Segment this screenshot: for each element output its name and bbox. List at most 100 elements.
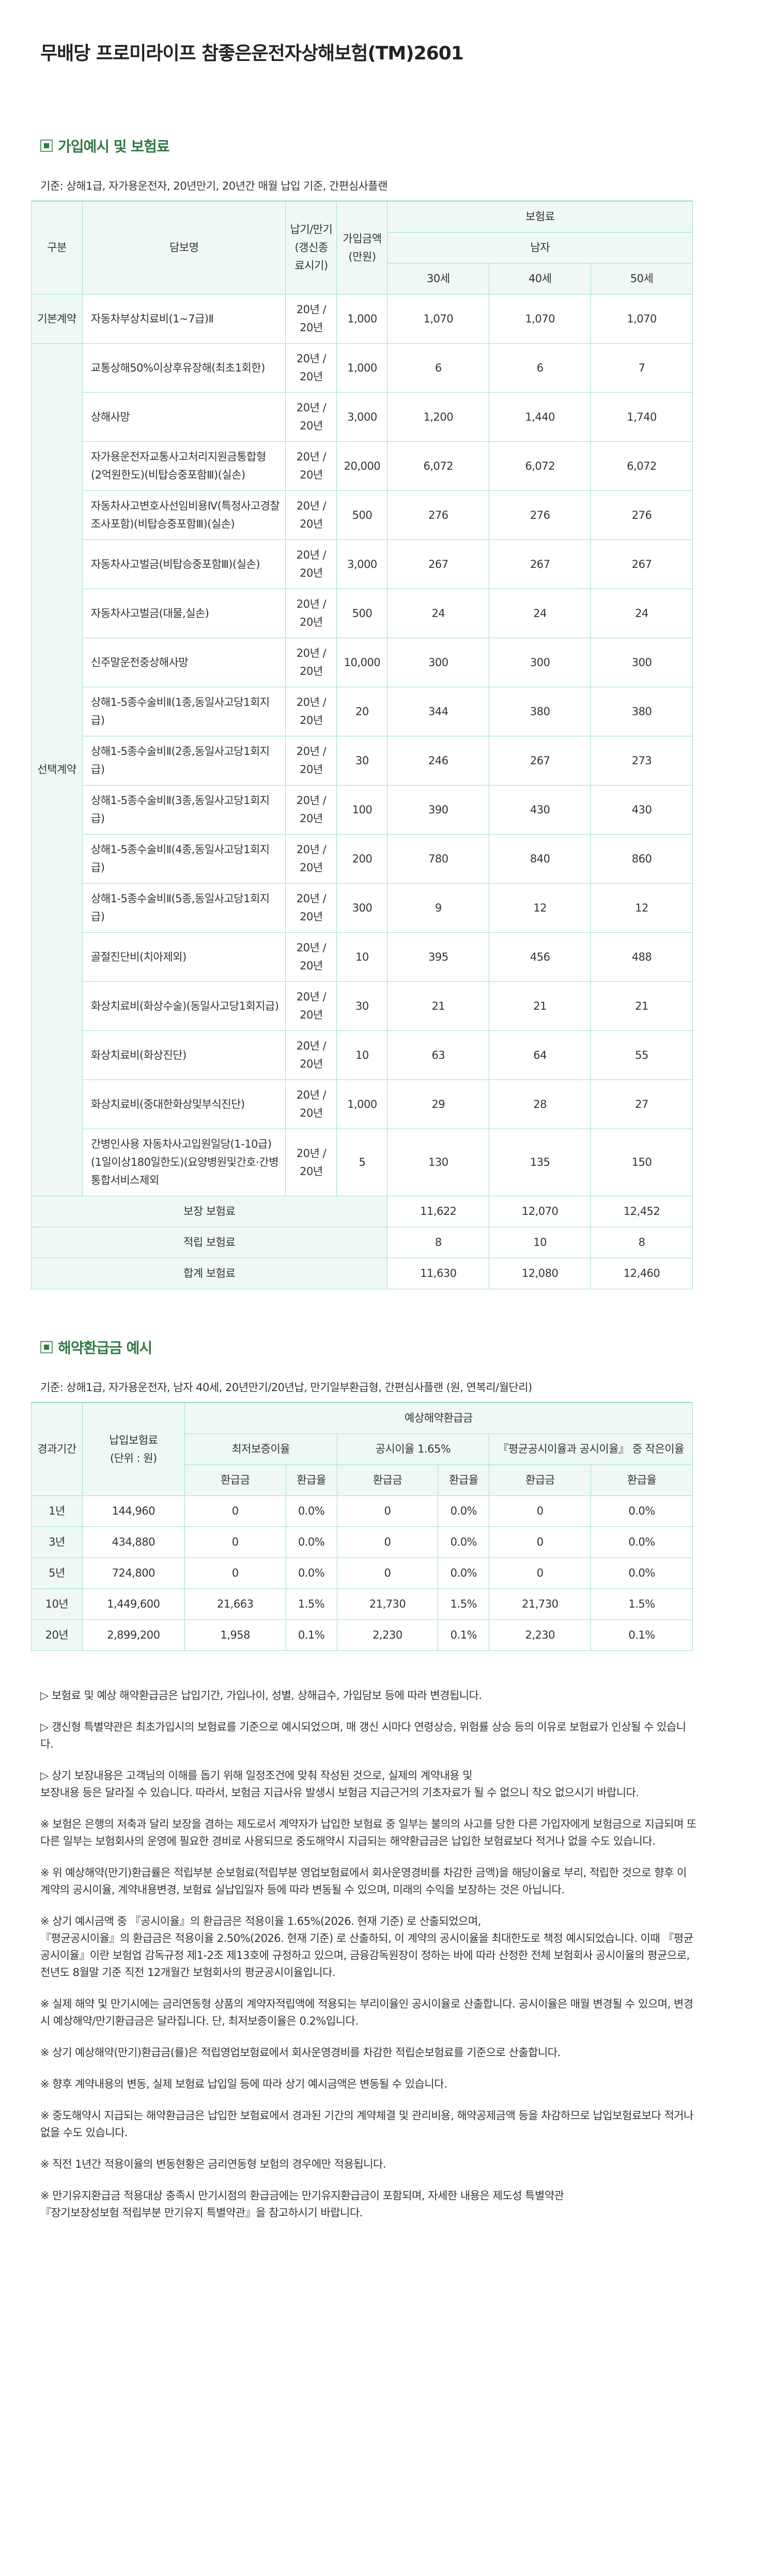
premium-50: 12 bbox=[591, 883, 693, 933]
amount: 1,000 bbox=[336, 343, 388, 393]
premium-30: 276 bbox=[387, 490, 490, 540]
total-50: 8 bbox=[591, 1227, 693, 1258]
premium-50: 860 bbox=[591, 834, 693, 884]
term: 20년 / 20년 bbox=[285, 490, 337, 540]
table-row: 화상치료비(화상수술)(동일사고당1회지급) 20년 / 20년 30 21 21 21 bbox=[32, 981, 693, 1031]
period: 20년 bbox=[31, 1619, 83, 1651]
period: 3년 bbox=[31, 1526, 83, 1558]
header-category: 구분 bbox=[31, 200, 83, 295]
coverage-name: 화상치료비(중대한화상및부식진단) bbox=[82, 1079, 286, 1129]
paid-premium: 434,880 bbox=[82, 1526, 185, 1558]
group-optional: 선택계약 bbox=[31, 343, 83, 1196]
amount: 20,000 bbox=[336, 441, 388, 491]
premium-30: 390 bbox=[387, 785, 490, 835]
term: 20년 / 20년 bbox=[285, 589, 337, 638]
refund-ratio: 0.0% bbox=[591, 1495, 693, 1527]
coverage-name: 상해사망 bbox=[82, 392, 286, 442]
premium-30: 21 bbox=[387, 981, 490, 1031]
refund-caption: 기준: 상해1급, 자가용운전자, 남자 40세, 20년만기/20년납, 만기… bbox=[40, 1381, 532, 1394]
refund-ratio: 0.0% bbox=[591, 1526, 693, 1558]
total-50: 12,452 bbox=[591, 1196, 693, 1227]
amount: 30 bbox=[336, 981, 388, 1031]
refund-ratio: 0.0% bbox=[438, 1557, 490, 1589]
refund-amount: 2,230 bbox=[489, 1619, 592, 1651]
total-40: 12,070 bbox=[489, 1196, 592, 1227]
premium-50: 1,070 bbox=[591, 294, 693, 344]
table-row: 자동차사고벌금(대물,실손) 20년 / 20년 500 24 24 24 bbox=[32, 589, 693, 638]
premium-30: 6,072 bbox=[387, 441, 490, 491]
notes: ▷ 보험료 및 예상 해약환급금은 납입기간, 가입나이, 성별, 상해급수, … bbox=[40, 1687, 696, 2222]
total-30: 11,622 bbox=[387, 1196, 490, 1227]
premium-30: 9 bbox=[387, 883, 490, 933]
refund-amount: 0 bbox=[184, 1526, 286, 1558]
amount: 1,000 bbox=[336, 1079, 388, 1129]
coverage-name: 골절진단비(치아제외) bbox=[82, 932, 286, 982]
premium-30: 6 bbox=[387, 343, 490, 393]
premium-30: 780 bbox=[387, 834, 490, 884]
refund-amount: 0 bbox=[336, 1557, 439, 1589]
premium-30: 344 bbox=[387, 687, 490, 736]
term: 20년 / 20년 bbox=[285, 1079, 337, 1129]
term: 20년 / 20년 bbox=[285, 785, 337, 835]
note-paragraph: ※ 위 예상해약(만기)환급률은 적립부분 순보험료(적립부분 영업보험료에서 … bbox=[40, 1867, 687, 1896]
total-row: 적립 보험료 8 10 8 bbox=[30, 1227, 693, 1258]
premium-40: 135 bbox=[489, 1129, 592, 1196]
coverage-name: 자동차사고변호사선임비용Ⅳ(특정사고경찰조사포함)(비탑승중포함Ⅲ)(실손) bbox=[82, 490, 286, 540]
term: 20년 / 20년 bbox=[285, 1030, 337, 1080]
note-paragraph: ▷ 상기 보장내용은 고객님의 이해를 돕기 위해 일정조건에 맞춰 작성된 것… bbox=[40, 1769, 639, 1799]
note-paragraph: ※ 상기 예시금액 중 『공시이율』의 환급금은 적용이율 1.65%(2026… bbox=[40, 1915, 693, 1979]
header-paid: 납입보험료 (단위 : 원) bbox=[82, 1402, 185, 1496]
premium-30: 1,200 bbox=[387, 392, 490, 442]
coverage-name: 간병인사용 자동차사고입원일당(1-10급)(1일이상180일한도)(요양병원및… bbox=[82, 1129, 286, 1196]
amount: 5 bbox=[336, 1129, 388, 1196]
refund-amount: 0 bbox=[184, 1557, 286, 1589]
table-row: 상해1-5종수술비Ⅱ(3종,동일사고당1회지급) 20년 / 20년 100 390 4… bbox=[32, 785, 693, 835]
section-title-text: 가입예시 및 보험료 bbox=[58, 138, 170, 155]
header-age-50: 50세 bbox=[591, 263, 693, 295]
table-row: 상해1-5종수술비Ⅱ(2종,동일사고당1회지급) 20년 / 20년 30 246 26… bbox=[32, 736, 693, 785]
refund-ratio: 0.0% bbox=[285, 1526, 337, 1558]
note-paragraph: ※ 실제 해약 및 만기시에는 금리연동형 상품의 계약자적립액에 적용되는 부… bbox=[40, 1998, 693, 2027]
premium-50: 55 bbox=[591, 1030, 693, 1080]
premium-30: 300 bbox=[387, 638, 490, 687]
term: 20년 / 20년 bbox=[285, 392, 337, 442]
header-refund-amount: 환급금 bbox=[184, 1464, 286, 1496]
header-amount: 가입금액(만원) bbox=[336, 200, 388, 295]
total-30: 11,630 bbox=[387, 1258, 490, 1289]
refund-ratio: 1.5% bbox=[591, 1588, 693, 1620]
refund-amount: 0 bbox=[489, 1495, 592, 1527]
premium-50: 267 bbox=[591, 539, 693, 589]
section-title-text: 해약환급금 예시 bbox=[58, 1339, 152, 1356]
term: 20년 / 20년 bbox=[285, 883, 337, 933]
premium-30: 29 bbox=[387, 1079, 490, 1129]
table-row: 자가용운전자교통사고처리지원금통합형 (2억원한도)(비탑승중포함Ⅲ)(실손) 2… bbox=[32, 441, 693, 491]
note-paragraph: ※ 중도해약시 지급되는 해약환급금은 납입한 보험료에서 경과된 기간의 계약… bbox=[40, 2109, 693, 2139]
period: 10년 bbox=[31, 1588, 83, 1620]
term: 20년 / 20년 bbox=[285, 687, 337, 736]
paid-premium: 144,960 bbox=[82, 1495, 185, 1527]
refund-amount: 0 bbox=[336, 1526, 439, 1558]
premium-50: 150 bbox=[591, 1129, 693, 1196]
coverage-name: 상해1-5종수술비Ⅱ(5종,동일사고당1회지급) bbox=[82, 883, 286, 933]
note-paragraph: ※ 보험은 은행의 저축과 달리 보장을 겸하는 제도로서 계약자가 납입한 보… bbox=[40, 1818, 696, 1847]
section-title-refund: 해약환급금 예시 bbox=[40, 1337, 744, 1358]
refund-amount: 21,663 bbox=[184, 1588, 286, 1620]
premium-40: 6,072 bbox=[489, 441, 592, 491]
coverage-name: 화상치료비(화상진단) bbox=[82, 1030, 286, 1080]
amount: 3,000 bbox=[336, 392, 388, 442]
premium-30: 63 bbox=[387, 1030, 490, 1080]
header-refund-amount: 환급금 bbox=[336, 1464, 439, 1496]
premium-50: 24 bbox=[591, 589, 693, 638]
refund-amount: 0 bbox=[489, 1526, 592, 1558]
refund-ratio: 0.0% bbox=[438, 1495, 490, 1527]
period: 5년 bbox=[31, 1557, 83, 1589]
amount: 500 bbox=[336, 589, 388, 638]
refund-ratio: 1.5% bbox=[285, 1588, 337, 1620]
premium-40: 276 bbox=[489, 490, 592, 540]
header-refund-ratio: 환급율 bbox=[438, 1464, 490, 1496]
coverage-name: 화상치료비(화상수술)(동일사고당1회지급) bbox=[82, 981, 286, 1031]
refund-amount: 21,730 bbox=[489, 1588, 592, 1620]
table-row: 1년 144,960 0 0.0% 0 0.0% 0 0.0% bbox=[31, 1495, 693, 1527]
premium-40: 430 bbox=[489, 785, 592, 835]
